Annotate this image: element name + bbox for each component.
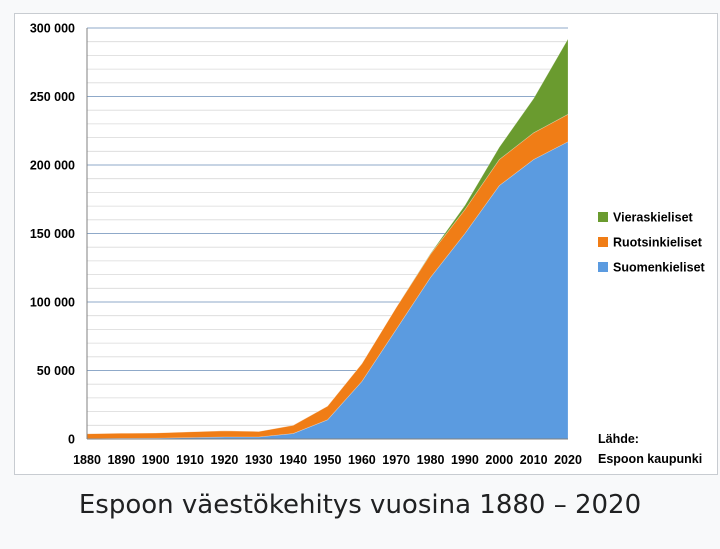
legend-label-ruotsinkieliset: Ruotsinkieliset [613,236,703,250]
chart-svg: 0 50 000 100 000 150 000 200 000 250 000 300 0… [30,22,706,468]
x-tick-label: 1960 [348,453,376,467]
x-tick-label: 1950 [314,453,342,467]
legend-label-suomenkieliset: Suomenkieliset [613,261,706,275]
legend-swatch-suomenkieliset [598,262,608,272]
legend-label-vieraskieliset: Vieraskieliset [613,211,694,225]
y-tick-label: 300 000 [30,22,75,36]
chart-figure: 0 50 000 100 000 150 000 200 000 250 000 300 0… [14,13,718,475]
y-tick-label: 150 000 [30,227,75,241]
x-tick-label: 1980 [417,453,445,467]
figure-caption: Espoon väestökehitys vuosina 1880 – 2020 [78,490,642,520]
x-tick-label: 1970 [382,453,410,467]
y-tick-label: 100 000 [30,296,75,310]
chart-legend: Vieraskieliset Ruotsinkieliset Suomenkieli… [598,211,706,275]
x-tick-label: 1880 [73,453,101,467]
x-tick-label: 1990 [451,453,479,467]
legend-swatch-ruotsinkieliset [598,237,608,247]
source-name: Espoon kaupunki [598,452,702,466]
x-tick-label: 2000 [485,453,513,467]
x-tick-label: 1920 [211,453,239,467]
chart-axes: 0 50 000 100 000 150 000 200 000 250 000 300 0… [30,22,582,468]
source-heading: Lähde: [598,432,639,446]
x-tick-label: 2010 [520,453,548,467]
x-tick-label: 1940 [279,453,307,467]
area-vieraskieliset [86,37,569,435]
x-tick-label: 2020 [554,453,582,467]
y-tick-label: 200 000 [30,159,75,173]
y-tick-label: 250 000 [30,90,75,104]
legend-swatch-vieraskieliset [598,212,608,222]
x-tick-label: 1890 [107,453,135,467]
x-tick-label: 1900 [142,453,170,467]
area-ruotsinkieliset [86,113,569,439]
x-tick-label: 1910 [176,453,204,467]
y-tick-label: 50 000 [37,364,75,378]
y-tick-label: 0 [68,433,75,447]
x-tick-label: 1930 [245,453,273,467]
